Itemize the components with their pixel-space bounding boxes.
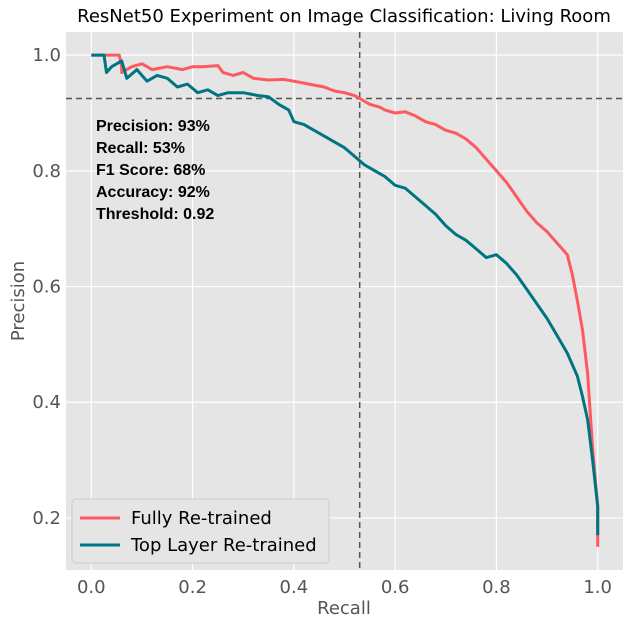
legend: Fully Re-trained Top Layer Re-trained [71, 498, 330, 564]
x-tick-label: 0.4 [280, 577, 309, 598]
chart-title: ResNet50 Experiment on Image Classificat… [77, 6, 611, 27]
y-axis-label: Precision [8, 261, 29, 341]
annotation-recall: Recall: 53% [96, 140, 185, 157]
legend-box [71, 498, 330, 564]
y-tick-label: 0.8 [32, 161, 61, 182]
legend-label-top-layer-retrained: Top Layer Re-trained [130, 535, 317, 556]
x-axis-label: Recall [317, 598, 371, 619]
x-tick-label: 0.0 [77, 577, 106, 598]
y-tick-label: 0.2 [32, 508, 61, 529]
annotation-threshold: Threshold: 0.92 [96, 206, 214, 223]
y-tick-label: 0.6 [32, 277, 61, 298]
annotation-precision: Precision: 93% [96, 118, 210, 135]
legend-label-fully-retrained: Fully Re-trained [131, 508, 272, 529]
reference-lines [66, 32, 623, 570]
series-lines [91, 53, 600, 547]
series-line-top-layer-retrained [91, 53, 600, 536]
x-tick-label: 1.0 [583, 577, 612, 598]
x-tick-label: 0.6 [381, 577, 410, 598]
plot-area [66, 32, 623, 570]
y-tick-label: 1.0 [32, 45, 61, 66]
y-tick-label: 0.4 [32, 392, 61, 413]
annotation-f1-score: F1 Score: 68% [96, 162, 205, 179]
metrics-annotation: Precision: 93% Recall: 53% F1 Score: 68%… [96, 118, 214, 223]
x-tick-label: 0.8 [482, 577, 511, 598]
series-line-fully-retrained [91, 53, 600, 547]
tick-labels: 0.0 0.2 0.4 0.6 0.8 1.0 0.2 0.4 0.6 0.8 1.0 [32, 45, 612, 598]
x-tick-label: 0.2 [178, 577, 207, 598]
annotation-accuracy: Accuracy: 92% [96, 184, 210, 201]
